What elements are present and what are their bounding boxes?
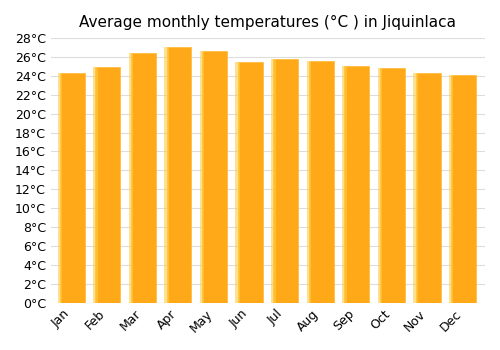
- Bar: [131, 53, 156, 303]
- Bar: [96, 68, 120, 303]
- Bar: [202, 51, 227, 303]
- Bar: [414, 73, 418, 303]
- Bar: [271, 59, 276, 303]
- Bar: [236, 62, 240, 303]
- Bar: [238, 62, 262, 303]
- Bar: [93, 68, 98, 303]
- Bar: [378, 68, 382, 303]
- Bar: [274, 59, 298, 303]
- Title: Average monthly temperatures (°C ) in Jiquinlaca: Average monthly temperatures (°C ) in Ji…: [80, 15, 456, 30]
- Bar: [128, 53, 133, 303]
- Bar: [416, 73, 440, 303]
- Bar: [164, 47, 169, 303]
- Bar: [342, 66, 346, 303]
- Bar: [60, 73, 84, 303]
- Bar: [449, 75, 454, 303]
- Bar: [451, 75, 476, 303]
- Bar: [306, 61, 311, 303]
- Bar: [58, 73, 62, 303]
- Bar: [380, 68, 405, 303]
- Bar: [166, 47, 192, 303]
- Bar: [344, 66, 370, 303]
- Bar: [200, 51, 204, 303]
- Bar: [309, 61, 334, 303]
